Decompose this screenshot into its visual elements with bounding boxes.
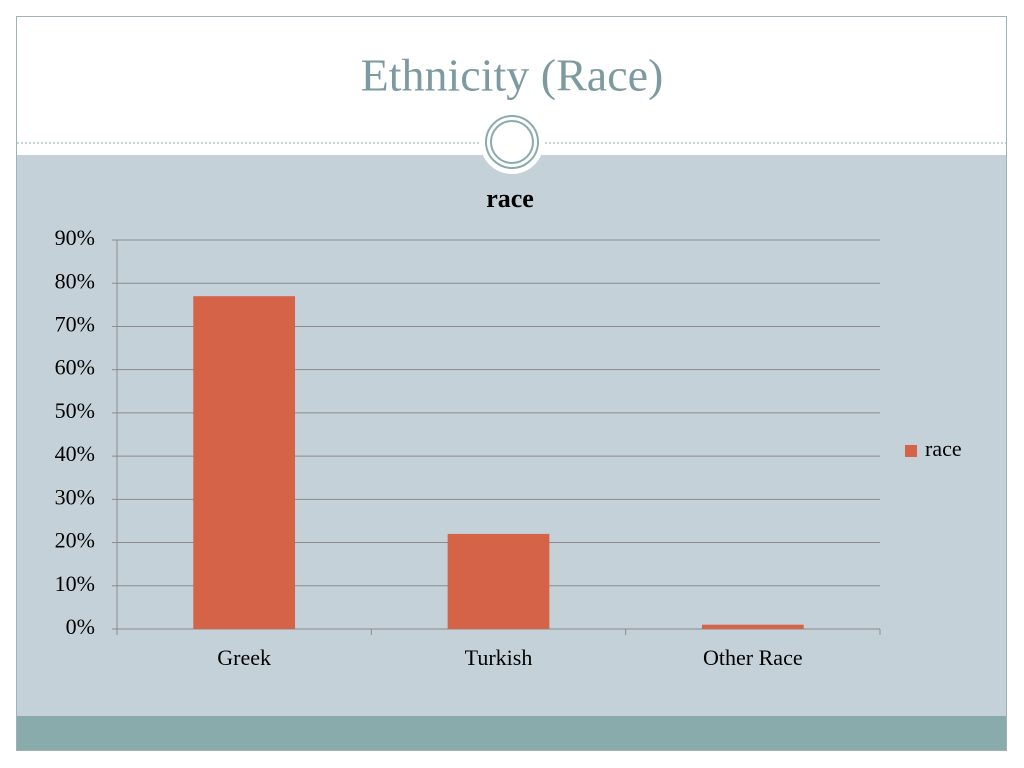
ornament-inner: [490, 120, 534, 164]
y-tick-label: 10%: [55, 571, 95, 596]
x-tick-label: Greek: [217, 645, 271, 670]
legend-swatch: [905, 445, 917, 457]
y-tick-label: 30%: [55, 484, 95, 509]
y-tick-label: 60%: [55, 355, 95, 380]
bar: [447, 533, 550, 629]
bar: [701, 624, 804, 629]
legend-label: race: [925, 436, 962, 461]
x-tick-label: Turkish: [465, 645, 533, 670]
y-tick-label: 90%: [55, 225, 95, 250]
bar: [193, 296, 296, 629]
y-tick-label: 0%: [66, 614, 95, 639]
y-tick-label: 20%: [55, 528, 95, 553]
footer-band: [17, 716, 1006, 750]
y-tick-label: 80%: [55, 268, 95, 293]
chart-title: race: [486, 184, 534, 213]
x-tick-label: Other Race: [703, 645, 803, 670]
y-tick-label: 70%: [55, 311, 95, 336]
y-tick-label: 50%: [55, 398, 95, 423]
slide-title: Ethnicity (Race): [361, 50, 664, 101]
content-panel: [17, 155, 1006, 716]
y-tick-label: 40%: [55, 441, 95, 466]
